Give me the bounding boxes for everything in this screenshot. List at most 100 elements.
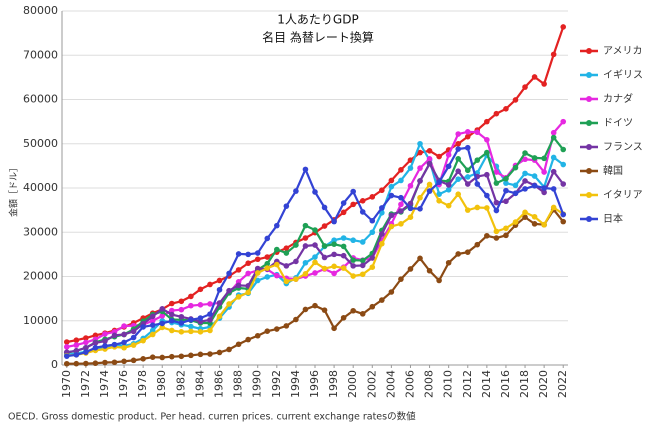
data-point <box>369 303 376 310</box>
data-point <box>226 270 232 277</box>
data-point <box>178 306 185 313</box>
data-point <box>159 320 166 327</box>
data-point <box>92 332 99 339</box>
legend-marker <box>586 120 592 126</box>
data-point <box>159 313 166 319</box>
data-point <box>331 251 337 258</box>
data-point <box>493 110 500 117</box>
data-point <box>426 181 433 188</box>
data-point <box>407 266 414 272</box>
data-point <box>321 265 328 272</box>
data-point <box>149 331 156 338</box>
x-tick-label: 2018 <box>518 370 531 398</box>
data-point <box>474 157 481 163</box>
data-point <box>388 183 395 190</box>
data-point <box>111 341 118 348</box>
legend-label: 韓国 <box>603 165 623 177</box>
data-point <box>359 257 366 264</box>
data-point <box>63 339 70 345</box>
data-point <box>274 246 280 253</box>
x-tick-label: 2020 <box>537 370 550 398</box>
data-point <box>436 191 442 197</box>
data-point <box>388 289 395 295</box>
data-point <box>168 307 175 314</box>
legend-label: アメリカ <box>603 45 643 57</box>
data-point <box>159 306 166 312</box>
data-point <box>493 228 500 235</box>
data-point <box>178 320 185 326</box>
data-point <box>493 207 500 214</box>
data-point <box>274 222 280 229</box>
data-point <box>264 265 271 271</box>
data-point <box>464 181 471 187</box>
chart-subtitle: 名目 為替レート換算 <box>262 30 374 45</box>
data-point <box>379 187 385 194</box>
data-point <box>436 179 442 186</box>
data-point <box>302 306 309 313</box>
x-tick-label: 1992 <box>270 370 283 398</box>
data-point <box>312 227 318 233</box>
data-point <box>226 287 232 294</box>
data-point <box>350 257 356 263</box>
data-point <box>254 256 261 263</box>
data-point <box>283 323 290 329</box>
data-point <box>331 263 337 270</box>
data-point <box>503 187 509 194</box>
data-point <box>159 324 166 331</box>
data-point <box>359 239 366 245</box>
data-point <box>302 271 309 277</box>
data-point <box>102 338 108 344</box>
data-point <box>531 74 538 80</box>
data-point <box>293 242 299 248</box>
data-point <box>283 278 290 285</box>
data-point <box>474 241 481 248</box>
data-point <box>426 188 433 194</box>
data-point <box>417 140 423 147</box>
data-point <box>111 332 118 339</box>
data-point <box>197 302 204 308</box>
data-point <box>331 325 337 332</box>
data-point <box>121 339 127 346</box>
data-point <box>197 315 204 321</box>
data-point <box>445 182 452 188</box>
data-point <box>264 235 271 242</box>
data-point <box>522 178 528 184</box>
data-point <box>264 260 271 267</box>
y-tick-label: 10000 <box>23 314 58 327</box>
data-point <box>445 152 452 158</box>
data-point <box>302 259 309 266</box>
data-point <box>379 205 385 211</box>
data-point <box>73 348 80 354</box>
data-point <box>188 352 194 359</box>
data-point <box>398 221 404 227</box>
x-tick-label: 2014 <box>480 370 493 398</box>
data-point <box>130 342 137 348</box>
data-point <box>484 118 490 125</box>
x-tick-label: 2022 <box>556 370 569 398</box>
data-point <box>302 166 309 173</box>
data-point <box>455 146 462 152</box>
data-point <box>512 164 519 171</box>
data-point <box>207 301 213 307</box>
data-point <box>121 344 127 351</box>
data-point <box>541 81 547 87</box>
data-point <box>550 204 557 211</box>
data-point <box>130 357 137 364</box>
data-point <box>283 250 290 256</box>
data-point <box>245 251 251 258</box>
data-point <box>560 118 567 125</box>
data-point <box>398 201 404 208</box>
data-point <box>417 205 423 212</box>
legend-marker <box>586 192 592 198</box>
legend-label: フランス <box>603 141 643 153</box>
data-point <box>73 337 80 344</box>
data-point <box>398 167 404 173</box>
data-point <box>207 327 213 334</box>
data-point <box>493 180 500 186</box>
data-point <box>168 327 175 334</box>
data-point <box>474 129 481 136</box>
x-tick-label: 1980 <box>155 370 168 398</box>
data-point <box>503 180 509 186</box>
data-point <box>121 331 127 338</box>
data-point <box>522 156 528 163</box>
